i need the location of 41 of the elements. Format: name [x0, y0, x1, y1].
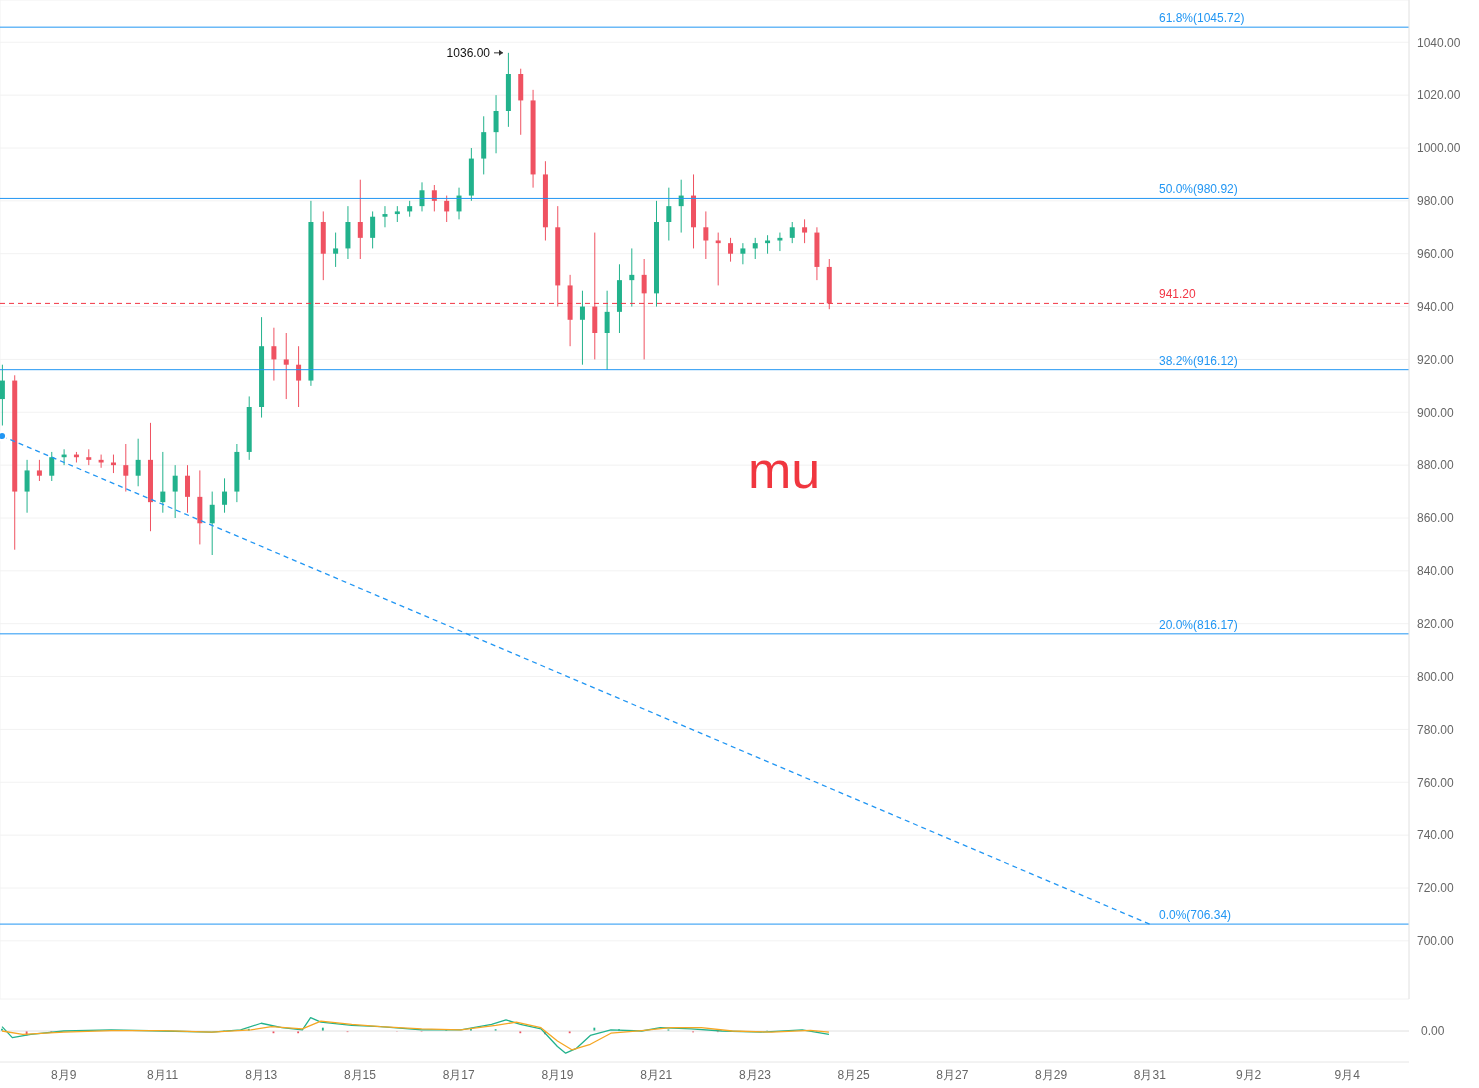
x-tick-label: 8月13 [245, 1067, 278, 1082]
x-tick-label: 8月11 [146, 1067, 179, 1082]
y-tick-label: 1040.00 [1417, 35, 1461, 50]
y-tick-label: 820.00 [1417, 616, 1455, 631]
x-tick-label: 9月2 [1235, 1067, 1262, 1082]
text: 0.00 [1421, 1024, 1445, 1038]
ref-line-label: 61.8%(1045.72) [1159, 11, 1245, 26]
ref-line-label: 941.20 [1159, 287, 1197, 302]
y-tick-label: 840.00 [1417, 564, 1455, 579]
y-tick-label: 960.00 [1417, 246, 1455, 261]
y-tick-label: 860.00 [1417, 511, 1455, 526]
y-tick-label: 920.00 [1417, 352, 1455, 367]
x-tick-label: 8月19 [541, 1067, 574, 1082]
y-tick-label: 700.00 [1417, 934, 1455, 949]
y-tick-label: 720.00 [1417, 881, 1455, 896]
y-tick-label: 800.00 [1417, 669, 1455, 684]
y-tick-label: 940.00 [1417, 299, 1455, 314]
ref-line-label: 20.0%(816.17) [1159, 617, 1238, 632]
ref-line-label: 38.2%(916.12) [1159, 353, 1238, 368]
x-tick-label: 8月23 [738, 1067, 772, 1082]
y-tick-label: 760.00 [1417, 775, 1455, 790]
ref-line-label: 50.0%(980.92) [1159, 182, 1238, 197]
annotation: mu [748, 440, 821, 500]
x-tick-label: 8月31 [1133, 1067, 1167, 1082]
x-tick-label: 8月17 [442, 1067, 476, 1082]
y-tick-label: 1020.00 [1417, 88, 1461, 103]
y-tick-label: 880.00 [1417, 458, 1455, 473]
x-tick-label: 8月15 [343, 1067, 377, 1082]
x-tick-label: 8月29 [1035, 1067, 1068, 1082]
x-tick-label: 8月21 [640, 1067, 673, 1082]
y-tick-label: 900.00 [1417, 405, 1455, 420]
y-tick-label: 1000.00 [1417, 141, 1461, 156]
y-tick-label: 740.00 [1417, 828, 1455, 843]
ref-line-label: 0.0%(706.34) [1159, 908, 1232, 923]
x-tick-label: 8月25 [837, 1067, 870, 1082]
y-tick-label: 980.00 [1417, 194, 1455, 209]
annotation: 1036.00 [446, 45, 491, 60]
x-tick-label: 8月27 [936, 1067, 969, 1082]
y-tick-label: 780.00 [1417, 722, 1455, 737]
x-tick-label: 8月9 [51, 1067, 77, 1082]
x-tick-label: 9月4 [1334, 1067, 1361, 1082]
